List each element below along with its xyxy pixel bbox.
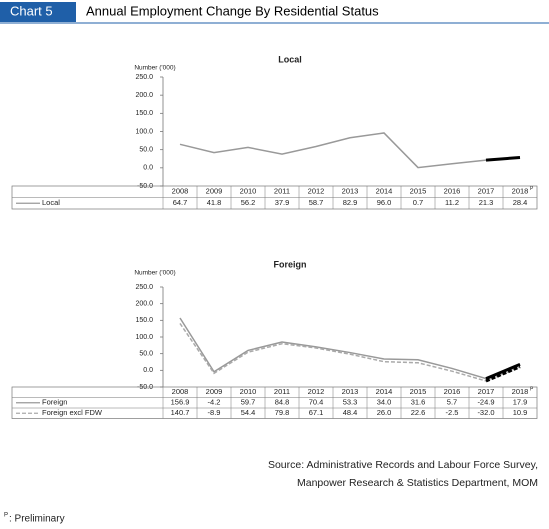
x-tick-label: 2011 [274,387,290,396]
y-tick-label: 50.0 [139,351,153,358]
x-tick-label: 2009 [206,187,223,196]
y-tick-label: 100.0 [135,334,153,341]
value-label: -4.2 [208,398,221,407]
value-label: 56.2 [241,198,256,207]
series-line [179,132,521,169]
table-border [11,386,538,419]
chart-title: Foreign [274,259,307,269]
value-label: -24.9 [477,398,494,407]
y-tick-label: 250.0 [135,74,153,81]
x-tick-label: 2008 [172,387,189,396]
x-tick-label: 2014 [376,387,393,396]
header-title: Annual Employment Change By Residential … [86,3,379,18]
x-tick-label: 2011 [274,187,290,196]
x-tick-label: 2017 [478,187,495,196]
x-tick-label: 2012 [308,187,325,196]
value-label: 140.7 [171,408,190,417]
preliminary-mark: P [530,186,534,192]
preliminary-mark: P [530,387,534,393]
value-label: 70.4 [309,398,324,407]
value-label: 59.7 [241,398,256,407]
series-line [179,323,521,382]
value-label: 54.4 [241,408,256,417]
y-axis-label: Number ('000) [134,270,175,277]
y-tick-label: 50.0 [139,147,153,154]
x-tick-label: 2013 [342,187,359,196]
legend-label: Foreign excl FDW [42,408,103,417]
value-label: 0.7 [413,198,423,207]
source-line: Manpower Research & Statistics Departmen… [297,477,538,489]
x-tick-label: 2016 [444,187,461,196]
x-tick-label: 2015 [410,387,427,396]
value-label: 41.8 [207,198,222,207]
x-tick-label: 2018 [512,387,529,396]
series-line [179,317,521,380]
x-tick-label: 2010 [240,187,257,196]
x-tick-label: 2018 [512,187,529,196]
header-box [0,2,76,22]
value-label: 82.9 [343,198,358,207]
value-label: 84.8 [275,398,290,407]
value-label: 48.4 [343,408,358,417]
preliminary-segment [485,156,521,162]
value-label: 58.7 [309,198,324,207]
value-label: 67.1 [309,408,324,417]
y-tick-label: 100.0 [135,128,153,135]
value-label: -32.0 [477,408,494,417]
value-label: 26.0 [377,408,392,417]
value-label: 31.6 [411,398,426,407]
legend-label: Foreign [42,398,67,407]
x-tick-label: 2008 [172,187,189,196]
value-label: 53.3 [343,398,358,407]
y-tick-label: 0.0 [143,367,153,374]
value-label: 37.9 [275,198,290,207]
value-label: 5.7 [447,398,457,407]
x-tick-label: 2009 [206,387,223,396]
value-label: 79.8 [275,408,290,417]
y-tick-label: 0.0 [143,165,153,172]
value-label: 28.4 [513,198,528,207]
value-label: 11.2 [445,198,459,207]
preliminary-segment [485,362,521,381]
value-label: 34.0 [377,398,392,407]
x-tick-label: 2010 [240,387,257,396]
x-tick-label: 2017 [478,387,495,396]
header-label: Chart 5 [10,3,53,18]
preliminary-segment [485,365,521,383]
y-axis-label: Number ('000) [134,65,175,72]
footnote-mark: P [4,513,8,519]
value-label: 156.9 [171,398,190,407]
x-tick-label: 2013 [342,387,359,396]
value-label: 96.0 [377,198,392,207]
x-tick-label: 2012 [308,387,325,396]
y-tick-label: 250.0 [135,284,153,291]
value-label: 22.6 [411,408,426,417]
y-tick-label: 150.0 [135,317,153,324]
y-tick-label: 150.0 [135,110,153,117]
x-tick-label: 2014 [376,187,393,196]
chart-title: Local [278,54,302,64]
legend-label: Local [42,198,60,207]
source-line: Source: Administrative Records and Labou… [268,459,538,471]
y-tick-label: 200.0 [135,92,153,99]
value-label: 10.9 [513,408,528,417]
footnote-text: : Preliminary [9,514,65,525]
x-tick-label: 2015 [410,187,427,196]
value-label: 21.3 [479,198,494,207]
x-tick-label: 2016 [444,387,461,396]
value-label: 17.9 [513,398,528,407]
value-label: -2.5 [446,408,459,417]
y-tick-label: 200.0 [135,301,153,308]
value-label: 64.7 [173,198,188,207]
value-label: -8.9 [208,408,221,417]
